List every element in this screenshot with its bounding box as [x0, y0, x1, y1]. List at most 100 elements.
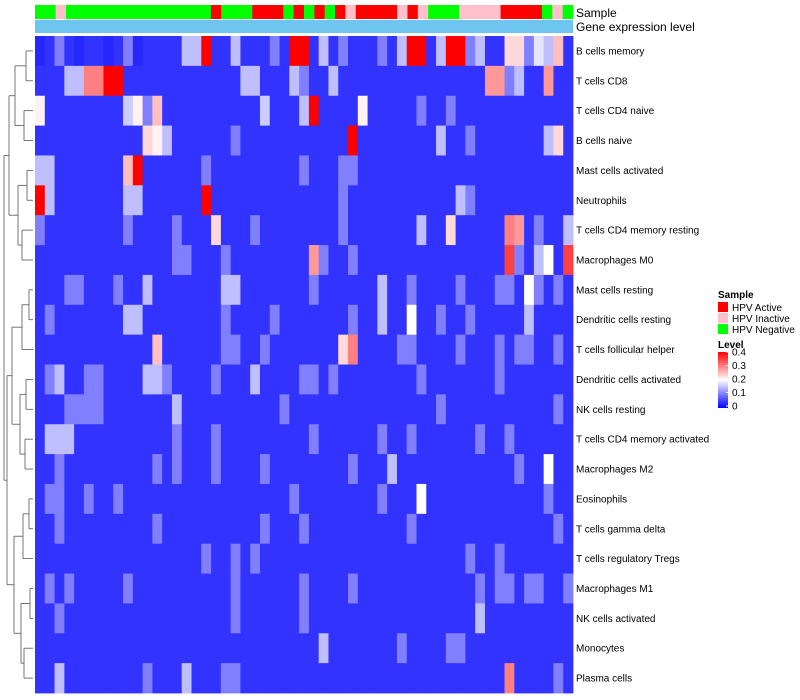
sample-annotation-cell	[521, 5, 533, 19]
heatmap-cell	[191, 364, 202, 395]
heatmap-cell	[465, 155, 476, 186]
heatmap-cell	[338, 304, 349, 336]
heatmap-cell	[93, 633, 104, 664]
heatmap-cell	[44, 36, 55, 67]
heatmap-cell	[171, 633, 183, 664]
heatmap-cell	[181, 483, 192, 515]
heatmap-cell	[103, 633, 114, 664]
heatmap-cell	[367, 185, 378, 216]
heatmap-cell	[171, 36, 183, 67]
heatmap-cell	[35, 304, 46, 336]
heatmap-cell	[377, 95, 388, 126]
heatmap-cell	[299, 304, 310, 336]
heatmap-cell	[475, 573, 486, 604]
heatmap-cell	[426, 663, 437, 694]
heatmap-cell	[406, 65, 417, 97]
heatmap-cell	[387, 483, 398, 515]
heatmap-cell	[269, 155, 280, 186]
heatmap-cell	[475, 185, 486, 216]
heatmap-cell	[35, 394, 46, 425]
heatmap-cell	[445, 513, 457, 545]
heatmap-cell	[445, 185, 457, 216]
heatmap-cell	[387, 454, 398, 485]
heatmap-cell	[162, 185, 173, 216]
heatmap-cell	[289, 245, 300, 276]
heatmap-cell	[475, 603, 486, 634]
heatmap-cell	[201, 36, 212, 67]
heatmap-cell	[93, 573, 104, 604]
heatmap-cell	[289, 125, 300, 156]
heatmap-cell	[259, 245, 271, 276]
heatmap-cell	[191, 454, 202, 485]
sample-annotation-cell	[293, 5, 305, 19]
heatmap-cell	[328, 513, 339, 545]
heatmap-cell	[240, 95, 251, 126]
heatmap-cell	[514, 543, 525, 574]
heatmap-cell	[259, 603, 271, 634]
heatmap-cell	[74, 215, 85, 246]
heatmap-cell	[416, 95, 427, 126]
heatmap-cell	[162, 513, 173, 545]
heatmap-cell	[201, 394, 212, 425]
heatmap-cell	[113, 185, 124, 216]
heatmap-cell	[338, 125, 349, 156]
heatmap-cell	[543, 513, 554, 545]
heatmap-cell	[396, 274, 408, 306]
heatmap-cell	[494, 454, 505, 485]
heatmap-cell	[191, 304, 202, 336]
heatmap-cell	[387, 663, 398, 694]
heatmap-cell	[230, 513, 241, 545]
heatmap-cell	[563, 513, 574, 545]
heatmap-cell	[142, 394, 153, 425]
heatmap-cell	[142, 215, 153, 246]
heatmap-cell	[484, 483, 496, 515]
sample-annotation-cell	[500, 5, 512, 19]
heatmap-cell	[357, 274, 368, 306]
heatmap-cell	[54, 603, 65, 634]
row-label: Mast cells resting	[576, 285, 653, 296]
heatmap-cell	[113, 65, 124, 97]
heatmap-cell	[201, 603, 212, 634]
heatmap-cell	[259, 543, 271, 574]
heatmap-cell	[132, 543, 143, 574]
row-labels: B cells memory T cells CD8 T cells CD4 nai…	[576, 46, 709, 684]
heatmap-cell	[426, 603, 437, 634]
level-tick-label: 0.3	[732, 361, 746, 372]
row-label: Macrophages M2	[576, 465, 654, 476]
heatmap-cell	[113, 125, 124, 156]
heatmap-cell	[162, 394, 173, 425]
heatmap-cell	[269, 304, 280, 336]
heatmap-cell	[191, 663, 202, 694]
heatmap-cell	[475, 304, 486, 336]
heatmap-cell	[387, 274, 398, 306]
heatmap-cell	[338, 483, 349, 515]
heatmap-cell	[465, 334, 476, 365]
heatmap-cell	[475, 394, 486, 425]
heatmap-cell	[201, 215, 212, 246]
heatmap-cell	[455, 394, 466, 425]
heatmap-cell	[563, 573, 574, 604]
heatmap-cell	[240, 633, 251, 664]
heatmap-cell	[191, 65, 202, 97]
row-label: B cells memory	[576, 46, 644, 57]
heatmap-cell	[152, 185, 163, 216]
heatmap-cell	[279, 513, 290, 545]
heatmap-cell	[533, 125, 545, 156]
heatmap-cell	[54, 424, 65, 455]
heatmap-cell	[44, 633, 55, 664]
heatmap-cell	[455, 454, 466, 485]
heatmap-cell	[524, 483, 535, 515]
heatmap-cell	[83, 364, 95, 395]
heatmap-cell	[279, 36, 290, 67]
heatmap-cell	[83, 274, 95, 306]
heatmap-cell	[132, 95, 143, 126]
heatmap-cell	[514, 454, 525, 485]
legend-label-hpv-inactive: HPV Inactive	[732, 314, 790, 325]
heatmap-cell	[308, 36, 320, 67]
heatmap-cell	[436, 633, 447, 664]
heatmap-cell	[259, 454, 271, 485]
heatmap-cell	[181, 633, 192, 664]
heatmap-cell	[83, 185, 95, 216]
heatmap-cell	[494, 334, 505, 365]
heatmap-cell	[259, 304, 271, 336]
